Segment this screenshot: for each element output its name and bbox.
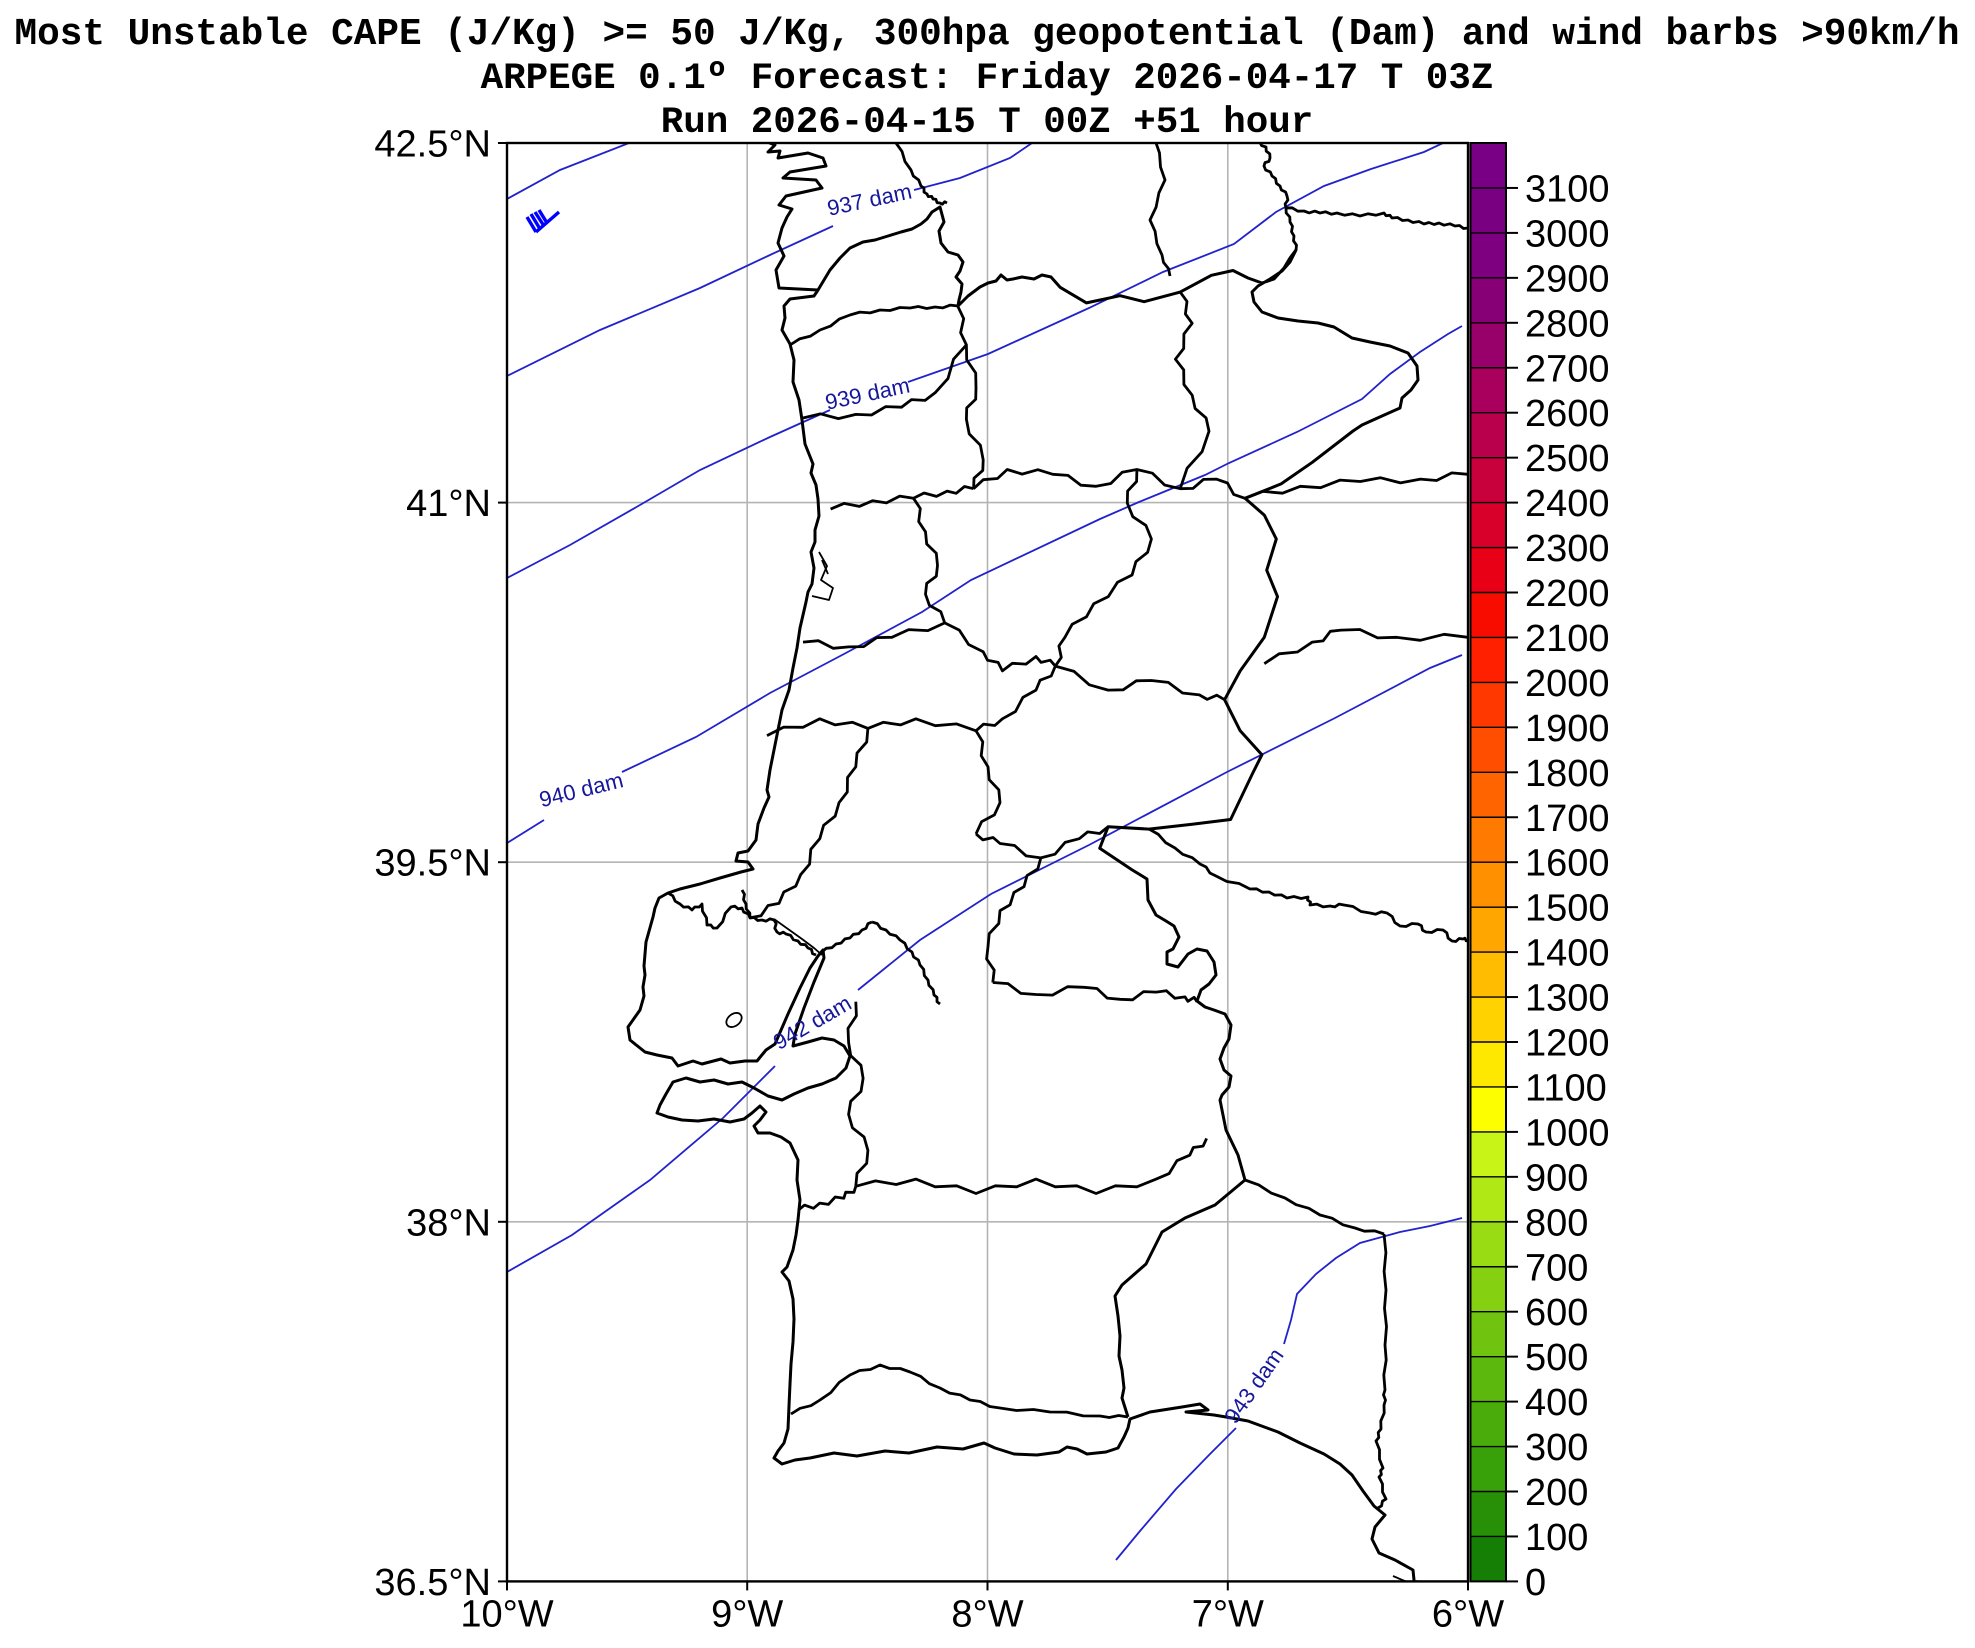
svg-text:1600: 1600	[1525, 843, 1610, 885]
svg-text:Most Unstable CAPE (J/Kg) >= 5: Most Unstable CAPE (J/Kg) >= 50 J/Kg, 30…	[15, 14, 1960, 56]
svg-text:400: 400	[1525, 1382, 1588, 1424]
svg-text:Run 2026-04-15 T 00Z +51 hour: Run 2026-04-15 T 00Z +51 hour	[661, 102, 1314, 144]
svg-text:9°W: 9°W	[711, 1593, 783, 1635]
svg-text:39.5°N: 39.5°N	[374, 843, 491, 885]
svg-text:900: 900	[1525, 1157, 1588, 1199]
svg-text:2700: 2700	[1525, 348, 1610, 390]
svg-text:300: 300	[1525, 1427, 1588, 1469]
svg-text:2900: 2900	[1525, 258, 1610, 300]
svg-text:2600: 2600	[1525, 393, 1610, 435]
svg-text:6°W: 6°W	[1432, 1593, 1504, 1635]
svg-text:1900: 1900	[1525, 708, 1610, 750]
svg-text:500: 500	[1525, 1337, 1588, 1379]
svg-text:1500: 1500	[1525, 888, 1610, 930]
svg-text:2300: 2300	[1525, 528, 1610, 570]
svg-text:3000: 3000	[1525, 213, 1610, 255]
svg-text:1200: 1200	[1525, 1023, 1610, 1065]
svg-text:2800: 2800	[1525, 303, 1610, 345]
svg-text:2500: 2500	[1525, 438, 1610, 480]
svg-text:1300: 1300	[1525, 978, 1610, 1020]
svg-text:ARPEGE 0.1º Forecast: Friday 2: ARPEGE 0.1º Forecast: Friday 2026-04-17 …	[481, 58, 1494, 100]
svg-text:36.5°N: 36.5°N	[374, 1562, 491, 1604]
svg-text:100: 100	[1525, 1517, 1588, 1559]
svg-text:10°W: 10°W	[460, 1593, 553, 1635]
svg-text:200: 200	[1525, 1472, 1588, 1514]
svg-text:38°N: 38°N	[406, 1202, 491, 1244]
svg-text:7°W: 7°W	[1192, 1593, 1264, 1635]
svg-text:1000: 1000	[1525, 1112, 1610, 1154]
svg-text:3100: 3100	[1525, 168, 1610, 210]
svg-text:700: 700	[1525, 1247, 1588, 1289]
svg-text:8°W: 8°W	[951, 1593, 1023, 1635]
svg-text:2200: 2200	[1525, 573, 1610, 615]
svg-text:1800: 1800	[1525, 753, 1610, 795]
svg-text:1100: 1100	[1525, 1067, 1607, 1109]
svg-text:2100: 2100	[1525, 618, 1610, 660]
svg-text:1400: 1400	[1525, 933, 1610, 975]
svg-text:0: 0	[1525, 1562, 1546, 1604]
svg-text:42.5°N: 42.5°N	[374, 124, 491, 166]
svg-text:600: 600	[1525, 1292, 1588, 1334]
svg-text:2000: 2000	[1525, 663, 1610, 705]
svg-text:41°N: 41°N	[406, 483, 491, 525]
svg-text:800: 800	[1525, 1202, 1588, 1244]
svg-text:1700: 1700	[1525, 798, 1610, 840]
svg-text:2400: 2400	[1525, 483, 1610, 525]
